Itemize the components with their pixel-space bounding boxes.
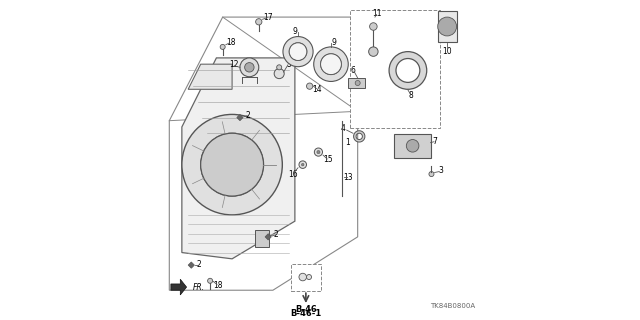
Text: 17: 17 [264,12,273,21]
Circle shape [307,83,313,89]
FancyBboxPatch shape [394,134,431,158]
Text: 15: 15 [323,156,333,164]
Circle shape [276,65,282,70]
Text: 14: 14 [313,85,323,94]
Circle shape [369,47,378,56]
Circle shape [370,23,377,30]
FancyBboxPatch shape [291,264,321,291]
Circle shape [274,68,284,79]
Polygon shape [188,64,232,89]
Circle shape [201,133,264,196]
Wedge shape [314,47,348,82]
Circle shape [321,54,341,75]
Circle shape [438,17,456,36]
Circle shape [301,164,304,166]
Text: 10: 10 [442,47,452,56]
Text: 11: 11 [372,10,381,19]
Circle shape [240,58,259,77]
Text: 6: 6 [351,66,355,75]
FancyBboxPatch shape [348,78,365,88]
Text: 9: 9 [292,27,298,36]
Text: 7: 7 [432,137,437,146]
FancyBboxPatch shape [351,10,440,128]
Text: 2: 2 [274,230,278,239]
Polygon shape [182,58,295,259]
Circle shape [307,275,312,280]
Polygon shape [170,17,358,290]
Wedge shape [389,52,427,89]
Text: B-46: B-46 [295,305,317,314]
Circle shape [406,140,419,152]
Circle shape [289,43,307,60]
Text: FR.: FR. [193,283,205,292]
Text: 1: 1 [345,138,349,147]
Text: 12: 12 [229,60,239,69]
Text: 8: 8 [409,91,413,100]
Circle shape [314,148,323,156]
Text: 5: 5 [286,60,291,69]
Circle shape [299,273,307,281]
Text: 13: 13 [344,173,353,182]
Text: 2: 2 [196,260,202,269]
Wedge shape [182,115,282,215]
Text: 18: 18 [213,281,223,290]
Wedge shape [353,131,365,142]
Circle shape [429,172,434,177]
FancyBboxPatch shape [255,230,269,247]
Circle shape [244,63,254,72]
Polygon shape [188,262,195,268]
Text: 16: 16 [289,170,298,179]
Circle shape [207,278,212,283]
Circle shape [317,150,320,154]
Text: 18: 18 [226,38,236,47]
Text: 9: 9 [332,38,337,47]
Text: 2: 2 [245,110,250,120]
Circle shape [255,19,262,25]
Text: 3: 3 [438,166,444,175]
Polygon shape [438,11,456,42]
Circle shape [220,44,225,49]
Text: B-46-1: B-46-1 [291,309,321,318]
Polygon shape [237,115,243,121]
Polygon shape [171,279,187,295]
Polygon shape [265,234,271,240]
Wedge shape [283,36,313,67]
Circle shape [355,81,360,85]
Circle shape [299,161,307,168]
Text: 4: 4 [341,124,346,133]
Text: TK84B0800A: TK84B0800A [430,303,476,309]
